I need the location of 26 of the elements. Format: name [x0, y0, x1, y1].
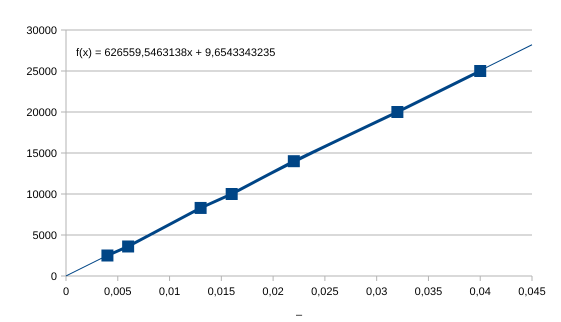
x-tick-label: 0,02	[262, 286, 284, 298]
point	[391, 106, 404, 118]
point	[288, 155, 300, 168]
x-tick-label: 0,015	[208, 286, 236, 298]
x-tick-label: 0	[62, 286, 70, 298]
y-tick-label: 15000	[26, 148, 57, 160]
point	[194, 202, 207, 214]
x-tick-label: 0,005	[104, 286, 132, 298]
x-tick-label: 0,01	[158, 286, 180, 298]
x-tick-label: 0,04	[470, 286, 491, 298]
y-tick-label: 10000	[26, 189, 57, 201]
x-tick-label: 0,045	[518, 286, 546, 298]
x-tick-label: 0,025	[311, 286, 339, 298]
y-tick-label: 5000	[32, 230, 57, 242]
y-tick-label: 0	[50, 271, 57, 283]
annotation: f(x) = 626559,5463138x + 9,6543343235	[76, 47, 276, 59]
point	[474, 65, 486, 77]
x-tick-label: 0,03	[366, 286, 388, 298]
point	[101, 250, 114, 262]
x-tick-label: 0,035	[414, 286, 442, 298]
point	[226, 188, 238, 200]
y-tick-label: 25000	[26, 66, 57, 78]
point	[122, 240, 134, 252]
x-axis-title: –	[296, 309, 303, 321]
y-tick-label: 30000	[26, 25, 57, 37]
y-tick-label: 20000	[26, 107, 57, 119]
